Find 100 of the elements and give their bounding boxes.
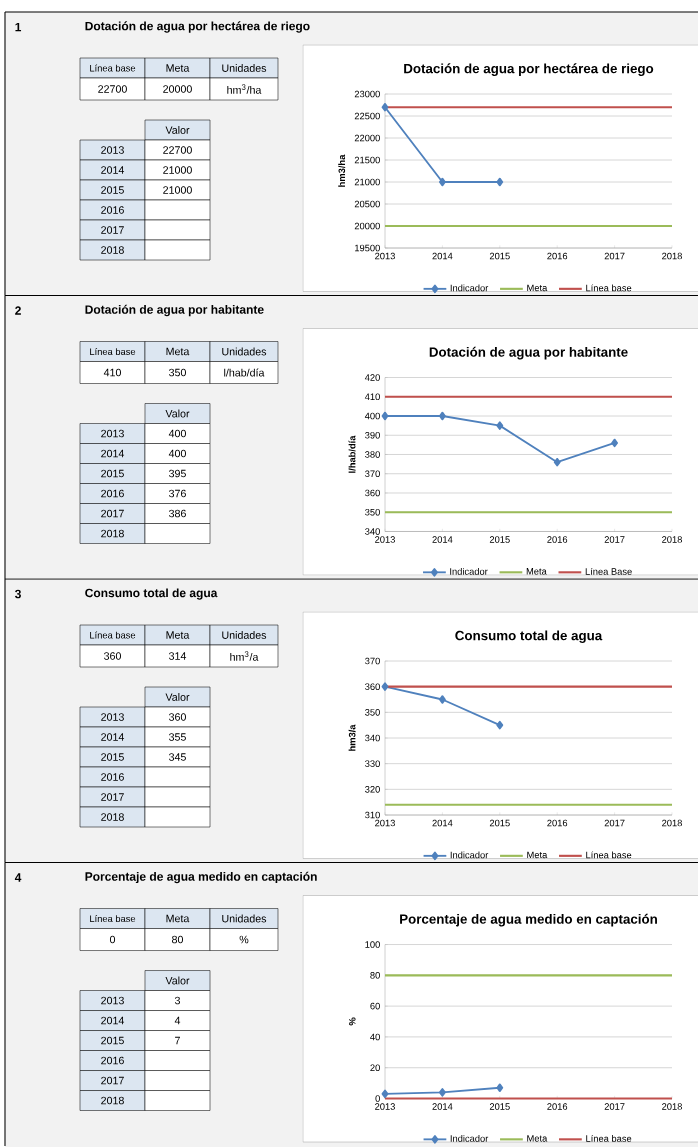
text: 2017 bbox=[101, 226, 124, 234]
text: 22700 bbox=[98, 85, 127, 93]
text: Consumo total de agua bbox=[85, 588, 218, 600]
y-tick-label: 330 bbox=[365, 760, 380, 767]
x-tick-label: 2017 bbox=[604, 536, 625, 543]
text: 4 bbox=[174, 1016, 181, 1025]
text: 2015 bbox=[101, 186, 124, 194]
text: 2018 bbox=[101, 813, 124, 821]
text: Unidades bbox=[222, 631, 267, 639]
y-tick-label: 20000 bbox=[354, 222, 380, 230]
y-tick-label: 410 bbox=[364, 393, 380, 401]
text: % bbox=[239, 935, 249, 944]
text: 2016 bbox=[101, 489, 124, 498]
y-tick-label: 21500 bbox=[354, 156, 380, 164]
text: 2014 bbox=[101, 166, 125, 174]
y-axis-title: l/hab/día bbox=[348, 435, 356, 473]
text: Unidades bbox=[222, 347, 267, 356]
y-tick-label: 350 bbox=[365, 508, 380, 516]
y-axis-title: hm3/ha bbox=[338, 154, 346, 187]
text: 2013 bbox=[101, 713, 124, 721]
text: Línea base bbox=[90, 915, 136, 922]
point bbox=[496, 720, 504, 730]
text: Meta bbox=[166, 347, 190, 356]
legend-label: Meta bbox=[527, 851, 548, 859]
text: 22700 bbox=[163, 146, 192, 154]
y-tick-label: 80 bbox=[370, 972, 380, 979]
text: Meta bbox=[166, 914, 190, 923]
x-tick-label: 2014 bbox=[432, 536, 453, 543]
text: 21000 bbox=[163, 166, 192, 174]
legend-label: Indicador bbox=[450, 284, 489, 292]
y-tick-label: 22500 bbox=[354, 112, 380, 120]
text: 314 bbox=[168, 652, 187, 660]
text: 395 bbox=[168, 469, 186, 478]
x-tick-label: 2018 bbox=[662, 819, 682, 827]
y-tick-label: 21000 bbox=[354, 178, 380, 186]
text: 410 bbox=[103, 368, 121, 377]
legend-label: Meta bbox=[526, 568, 547, 575]
y-tick-label: 0 bbox=[375, 1095, 380, 1102]
text: 2016 bbox=[101, 1056, 124, 1065]
text: hm$^{3}$/a bbox=[230, 651, 259, 661]
y-tick-label: 360 bbox=[365, 489, 380, 497]
text: Unidades bbox=[222, 64, 267, 72]
text: 360 bbox=[104, 652, 121, 660]
x-tick-label: 2016 bbox=[547, 536, 568, 543]
text: 2017 bbox=[101, 1076, 124, 1085]
legend-label: Meta bbox=[527, 284, 548, 292]
text: 2015 bbox=[101, 753, 124, 761]
text: Dotación de agua por habitante bbox=[85, 304, 264, 317]
x-tick-label: 2013 bbox=[375, 252, 395, 260]
legend-label: Línea Base bbox=[585, 567, 632, 575]
text: Línea base bbox=[90, 64, 136, 72]
text: 2015 bbox=[101, 469, 124, 478]
y-tick-label: 60 bbox=[370, 1002, 380, 1010]
x-tick-label: 2016 bbox=[547, 252, 568, 260]
y-axis-title: hm3/a bbox=[348, 724, 356, 751]
y-tick-label: 340 bbox=[365, 734, 380, 742]
text: 2013 bbox=[101, 429, 124, 438]
point bbox=[496, 421, 504, 430]
text: Meta bbox=[166, 64, 190, 72]
x-tick-label: 2016 bbox=[547, 819, 568, 827]
text: 360 bbox=[168, 713, 186, 721]
y-tick-label: 100 bbox=[365, 941, 380, 948]
x-tick-label: 2016 bbox=[547, 1103, 568, 1110]
y-tick-label: 400 bbox=[364, 412, 380, 420]
text: Porcentaje de agua medido en captación bbox=[85, 871, 317, 884]
y-tick-label: 360 bbox=[365, 683, 380, 690]
y-tick-label: 19500 bbox=[355, 244, 380, 252]
y-tick-label: 370 bbox=[365, 657, 380, 665]
text: 3 bbox=[174, 996, 180, 1005]
y-tick-label: 340 bbox=[365, 528, 380, 535]
text: 2016 bbox=[101, 206, 124, 214]
y-tick-label: 370 bbox=[365, 470, 380, 478]
legend-label: Línea base bbox=[586, 284, 632, 292]
y-axis-title: % bbox=[349, 1017, 356, 1026]
x-tick-label: 2017 bbox=[604, 1103, 625, 1110]
chart-title: Porcentaje de agua medido en captación bbox=[400, 913, 657, 927]
y-tick-label: 23000 bbox=[354, 90, 380, 98]
text: 2014 bbox=[101, 1016, 125, 1025]
text: 2014 bbox=[101, 733, 125, 741]
text: 2015 bbox=[101, 1036, 124, 1045]
y-tick-label: 20 bbox=[370, 1064, 380, 1072]
text: 400 bbox=[168, 449, 186, 458]
x-tick-label: 2015 bbox=[489, 536, 510, 543]
text: Valor bbox=[165, 126, 190, 134]
x-tick-label: 2013 bbox=[375, 1103, 395, 1110]
legend-label: Indicador bbox=[450, 1134, 489, 1142]
text: 1 bbox=[15, 22, 22, 32]
text: l/hab/día bbox=[224, 368, 265, 377]
x-tick-label: 2015 bbox=[489, 252, 510, 260]
point bbox=[438, 411, 446, 421]
x-tick-label: 2018 bbox=[662, 1103, 682, 1110]
x-tick-label: 2015 bbox=[489, 819, 510, 827]
legend-label: Línea base bbox=[586, 851, 632, 859]
x-tick-label: 2017 bbox=[604, 252, 625, 260]
text: 2014 bbox=[101, 449, 125, 458]
text: Unidades bbox=[222, 914, 267, 923]
text: Meta bbox=[166, 631, 190, 639]
point bbox=[381, 682, 389, 691]
text: 376 bbox=[168, 489, 186, 498]
x-tick-label: 2014 bbox=[432, 1103, 453, 1110]
